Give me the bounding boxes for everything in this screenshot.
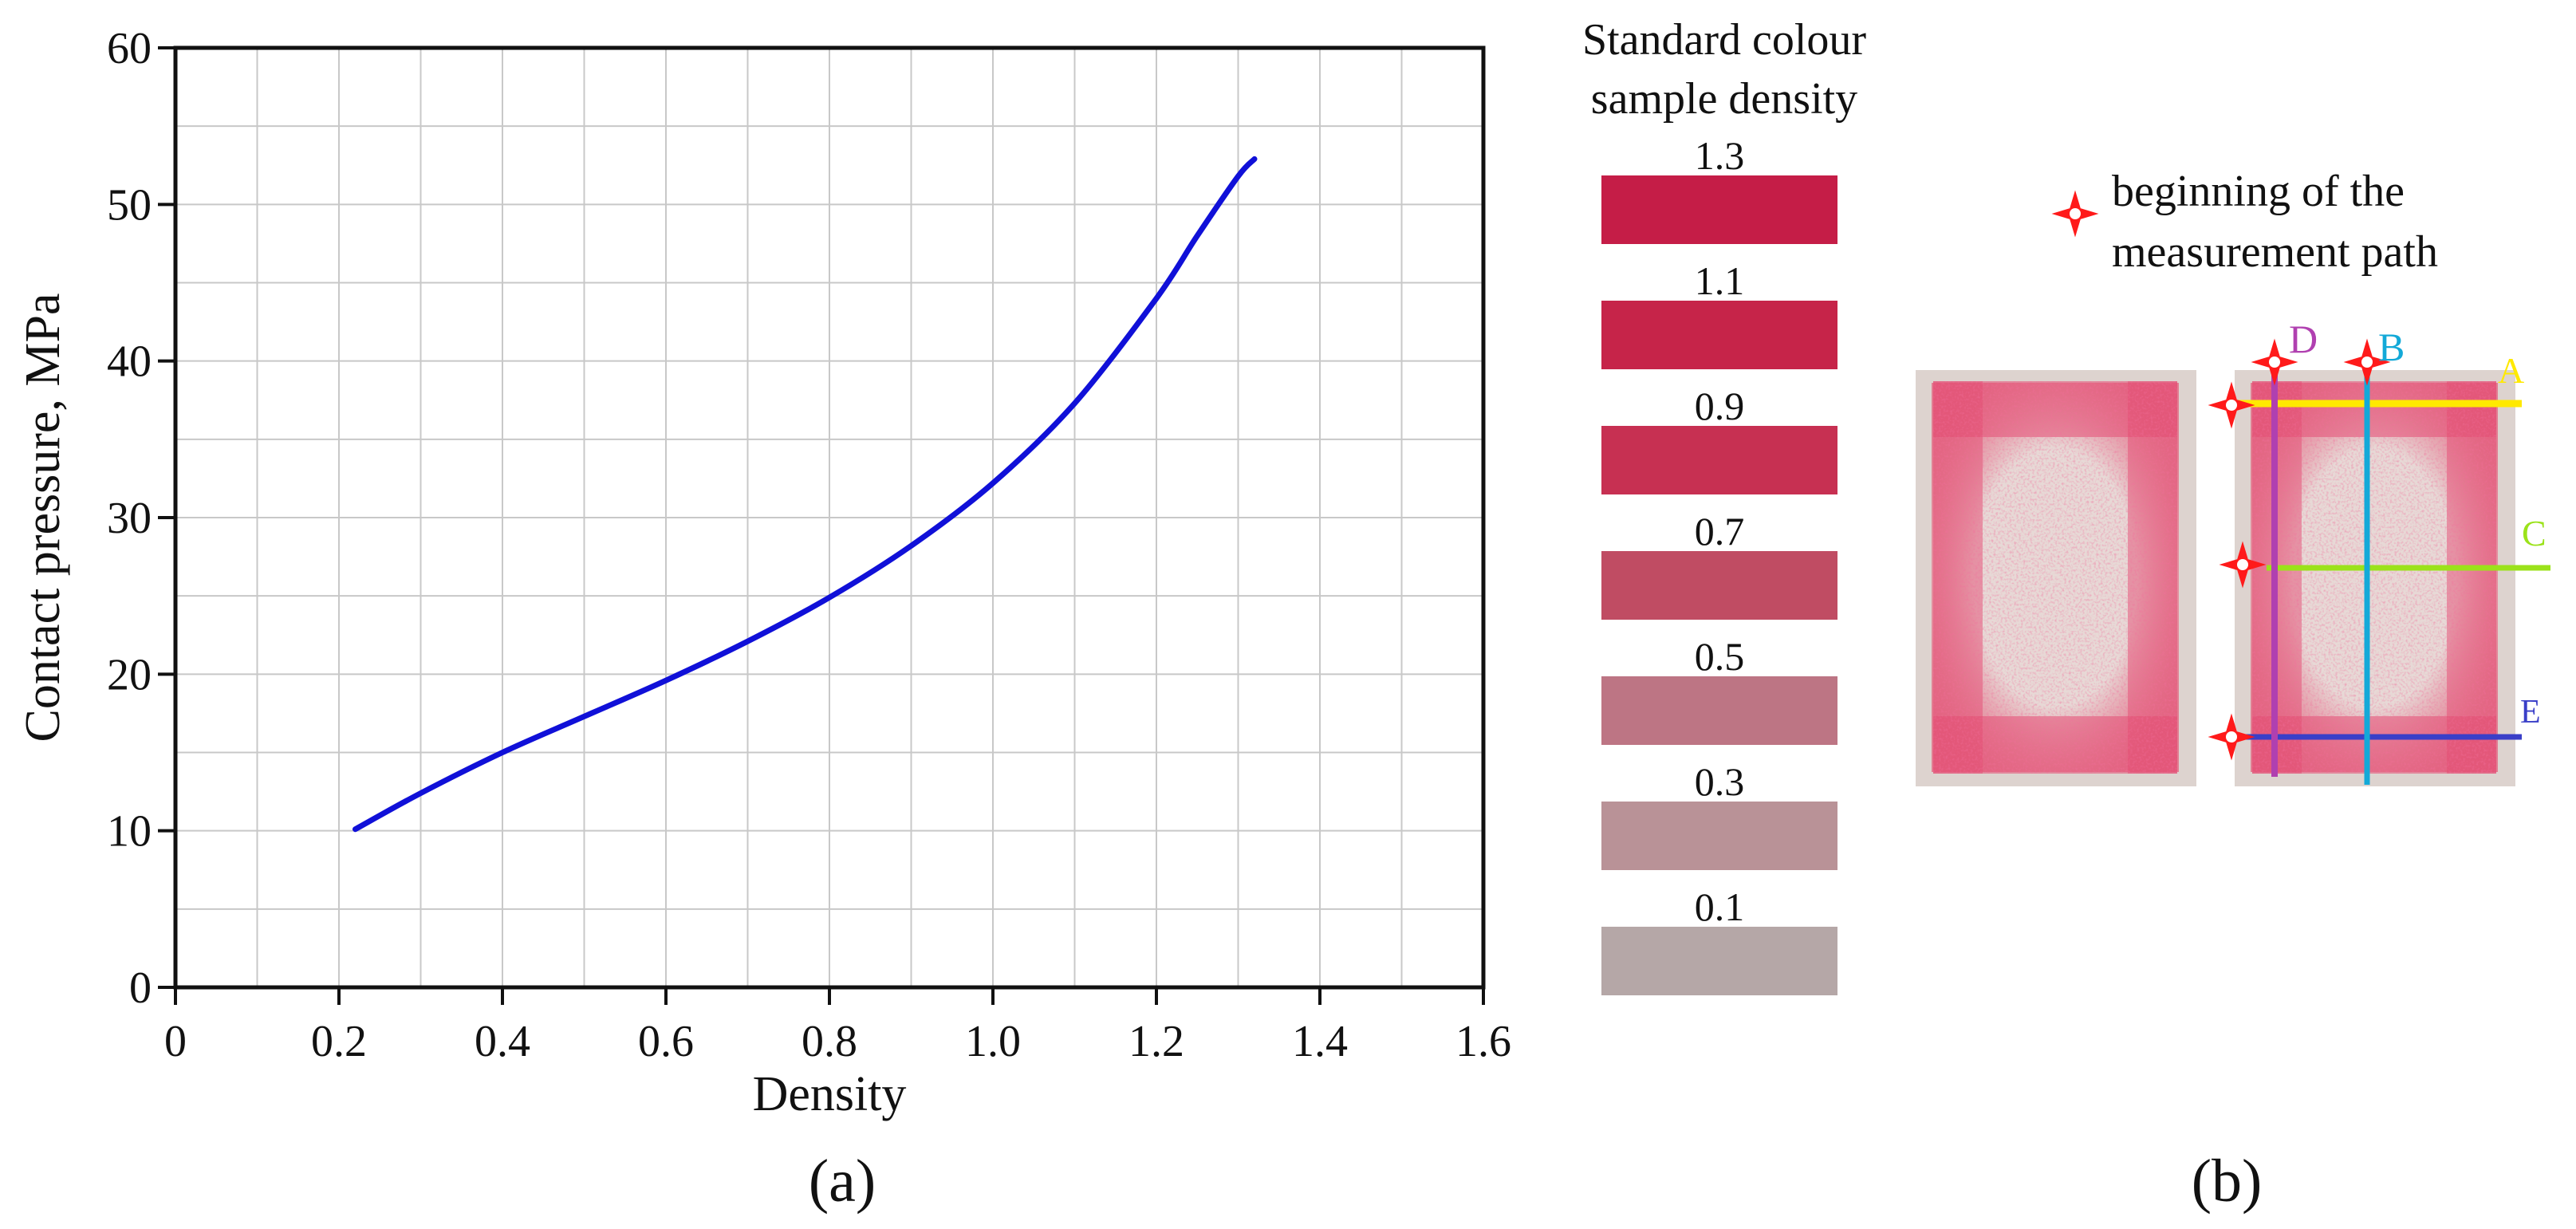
y-tick-label: 20 bbox=[107, 650, 152, 699]
swatch-color bbox=[1601, 676, 1837, 745]
swatch-color bbox=[1601, 301, 1837, 369]
x-tick-label: 1.0 bbox=[965, 1017, 1021, 1066]
star-marker-icon bbox=[2054, 192, 2097, 235]
x-axis-ticks: 0 0.2 0.4 0.6 0.8 1.0 1.2 1.4 1.6 bbox=[164, 987, 1511, 1066]
swatch-color bbox=[1601, 175, 1837, 244]
x-tick-label: 1.4 bbox=[1292, 1017, 1348, 1066]
swatch-color bbox=[1601, 426, 1837, 494]
y-tick-label: 40 bbox=[107, 337, 152, 387]
plot-area: 0 0.2 0.4 0.6 0.8 1.0 1.2 1.4 1.6 0 10 20 30 40 50 60 bbox=[107, 24, 1511, 1066]
path-label-a: A bbox=[2498, 350, 2524, 391]
x-tick-label: 0 bbox=[164, 1017, 187, 1066]
x-tick-label: 0.2 bbox=[311, 1017, 367, 1066]
panel-label-a: (a) bbox=[809, 1148, 876, 1215]
swatch-color bbox=[1601, 927, 1837, 995]
y-tick-label: 30 bbox=[107, 494, 152, 543]
x-tick-label: 0.4 bbox=[475, 1017, 530, 1066]
y-tick-label: 50 bbox=[107, 180, 152, 230]
swatch-label: 0.7 bbox=[1695, 509, 1745, 553]
swatch-legend: Standard colour sample density 1.3 1.1 0.9… bbox=[1582, 15, 1866, 995]
swatch-label: 0.5 bbox=[1695, 634, 1745, 679]
y-axis-label: Contact pressure, MPa bbox=[16, 293, 70, 742]
path-label-b: B bbox=[2378, 325, 2405, 369]
swatch-label: 1.1 bbox=[1695, 258, 1745, 303]
panel-label-b: (b) bbox=[2192, 1148, 2263, 1215]
swatch-color bbox=[1601, 551, 1837, 620]
swatch-color bbox=[1601, 802, 1837, 870]
specimen-photo-left bbox=[1916, 370, 2196, 786]
swatch-title-line1: Standard colour bbox=[1582, 15, 1866, 65]
path-label-d: D bbox=[2289, 317, 2318, 361]
y-tick-label: 0 bbox=[129, 963, 152, 1013]
path-label-c: C bbox=[2522, 513, 2546, 553]
y-axis-ticks: 0 10 20 30 40 50 60 bbox=[107, 24, 175, 1013]
swatch-title-line2: sample density bbox=[1591, 74, 1857, 124]
swatch-label: 1.3 bbox=[1695, 133, 1745, 178]
specimen-left-imprint bbox=[1933, 381, 2177, 774]
grid-lines bbox=[175, 48, 1483, 987]
specimen-right-imprint bbox=[2252, 381, 2496, 774]
series-line-0 bbox=[353, 156, 1258, 833]
measurement-legend-line2: measurement path bbox=[2112, 227, 2438, 277]
y-tick-label: 60 bbox=[107, 24, 152, 73]
x-tick-label: 1.2 bbox=[1128, 1017, 1184, 1066]
specimen-photo-right: D B A C E bbox=[2210, 317, 2550, 786]
y-tick-label: 10 bbox=[107, 807, 152, 857]
x-axis-label: Density bbox=[753, 1067, 907, 1121]
x-tick-label: 0.8 bbox=[802, 1017, 857, 1066]
swatch-label: 0.9 bbox=[1695, 384, 1745, 428]
measurement-legend: beginning of the measurement path bbox=[2054, 167, 2438, 277]
swatch-list: 1.3 1.1 0.9 0.7 0.5 0.3 0.1 bbox=[1601, 133, 1837, 995]
measurement-legend-line1: beginning of the bbox=[2112, 167, 2405, 216]
swatch-label: 0.3 bbox=[1695, 759, 1745, 804]
swatch-label: 0.1 bbox=[1695, 884, 1745, 929]
x-tick-label: 1.6 bbox=[1455, 1017, 1511, 1066]
path-label-e: E bbox=[2520, 694, 2541, 731]
series-layer bbox=[353, 156, 1258, 833]
x-tick-label: 0.6 bbox=[638, 1017, 694, 1066]
